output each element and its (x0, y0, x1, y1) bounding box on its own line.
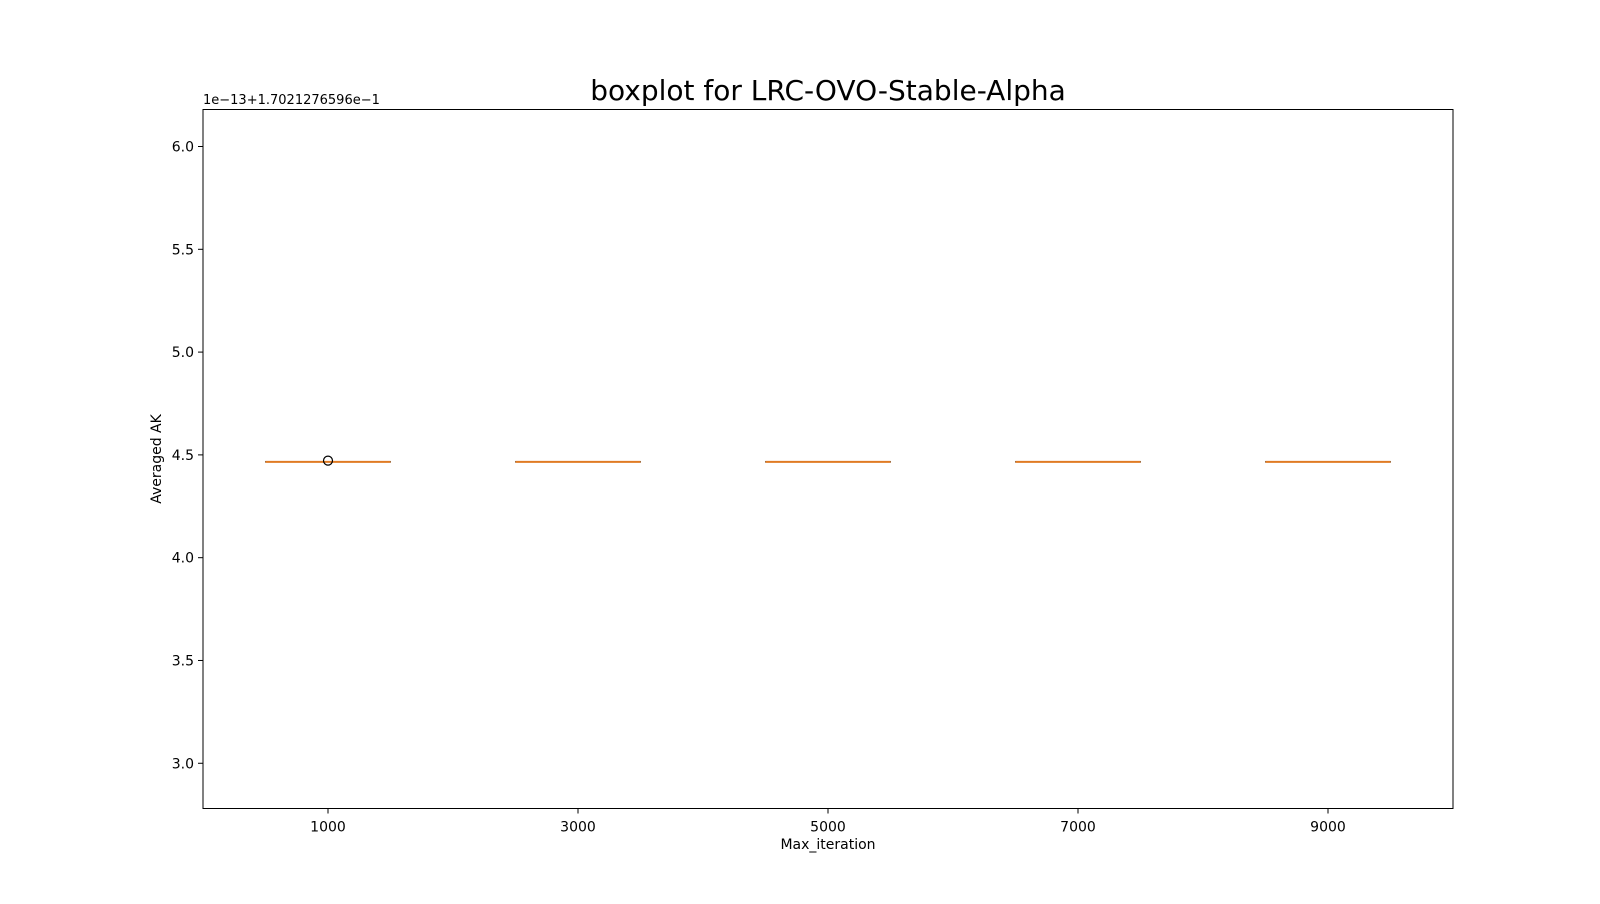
box-1000 (266, 456, 391, 465)
y-tick-label: 4.0 (172, 551, 194, 567)
flier-point (324, 456, 333, 465)
y-tick-label: 6.0 (172, 140, 194, 156)
x-tick-label: 3000 (560, 820, 596, 836)
y-axis-label: Averaged AK (149, 413, 165, 503)
y-tick-label: 4.5 (172, 448, 194, 464)
plot-area-frame (203, 110, 1453, 809)
y-axis-offset-text: 1e−13+1.7021276596e−1 (203, 93, 380, 108)
x-tick-label: 9000 (1310, 820, 1346, 836)
y-tick-label: 5.0 (172, 345, 194, 361)
y-tick-label: 5.5 (172, 242, 194, 258)
y-tick-label: 3.0 (172, 756, 194, 772)
x-tick-label: 1000 (310, 820, 346, 836)
x-tick-label: 5000 (810, 820, 846, 836)
chart-title: boxplot for LRC-OVO-Stable-Alpha (590, 74, 1066, 107)
y-tick-label: 3.5 (172, 653, 194, 669)
x-axis: 1000 3000 5000 7000 9000 (310, 809, 1346, 836)
box-series (266, 456, 1391, 465)
x-tick-label: 7000 (1060, 820, 1096, 836)
x-axis-label: Max_iteration (780, 837, 875, 853)
y-axis: 3.0 3.5 4.0 4.5 5.0 5.5 6.0 (172, 140, 203, 773)
